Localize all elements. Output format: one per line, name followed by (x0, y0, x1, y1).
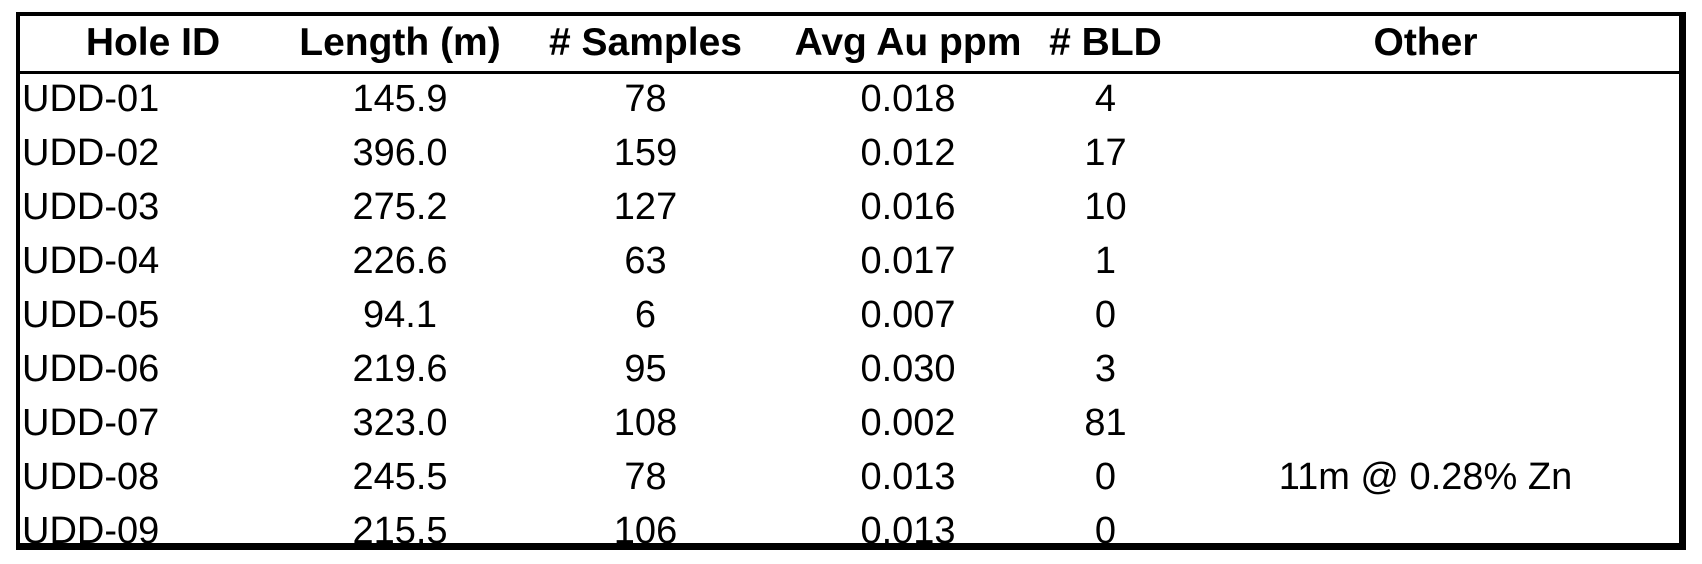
cell-avg-au: 0.013 (860, 509, 956, 552)
cell-bld: 81 (1084, 401, 1127, 444)
cell-other (1172, 396, 1679, 450)
table-row: UDD-01 145.9 78 0.018 4 (20, 72, 1679, 126)
cell-avg-au: 0.012 (860, 131, 956, 174)
table-row: UDD-09 215.5 106 0.013 0 (20, 504, 1679, 558)
cell-hole-id: UDD-06 (22, 347, 160, 390)
cell-avg-au: 0.013 (860, 455, 956, 498)
cell-length: 245.5 (352, 455, 448, 498)
cell-other: 11m @ 0.28% Zn (1278, 455, 1573, 498)
cell-bld: 17 (1084, 131, 1127, 174)
table-row: UDD-06 219.6 95 0.030 3 (20, 342, 1679, 396)
table-row: UDD-03 275.2 127 0.016 10 (20, 180, 1679, 234)
cell-other (1172, 126, 1679, 180)
cell-length: 275.2 (352, 185, 448, 228)
cell-hole-id: UDD-02 (22, 131, 160, 174)
cell-bld: 0 (1094, 509, 1117, 552)
cell-hole-id: UDD-01 (22, 78, 160, 121)
cell-bld: 1 (1094, 239, 1117, 282)
cell-hole-id: UDD-08 (22, 455, 160, 498)
cell-avg-au: 0.017 (860, 239, 956, 282)
cell-bld: 4 (1094, 78, 1117, 121)
cell-samples: 106 (613, 509, 678, 552)
cell-samples: 95 (624, 347, 667, 390)
cell-hole-id: UDD-04 (22, 239, 160, 282)
cell-bld: 0 (1094, 293, 1117, 336)
cell-length: 215.5 (352, 509, 448, 552)
cell-samples: 108 (613, 401, 678, 444)
header-samples: # Samples (514, 16, 777, 74)
header-other: Other (1172, 16, 1679, 74)
cell-bld: 3 (1094, 347, 1117, 390)
cell-samples: 63 (624, 239, 667, 282)
cell-samples: 78 (624, 78, 667, 121)
cell-bld: 0 (1094, 455, 1117, 498)
table-row: UDD-08 245.5 78 0.013 0 11m @ 0.28% Zn (20, 450, 1679, 504)
table-row: UDD-02 396.0 159 0.012 17 (20, 126, 1679, 180)
table-body: UDD-01 145.9 78 0.018 4 UDD-02 396.0 159… (20, 72, 1679, 558)
cell-samples: 6 (634, 293, 657, 336)
cell-avg-au: 0.002 (860, 401, 956, 444)
cell-length: 145.9 (352, 78, 448, 121)
header-length: Length (m) (286, 16, 514, 74)
drill-hole-table: Hole ID Length (m) # Samples Avg Au ppm … (20, 16, 1679, 558)
cell-other (1172, 342, 1679, 396)
cell-other (1172, 504, 1679, 558)
cell-avg-au: 0.007 (860, 293, 956, 336)
table-row: UDD-07 323.0 108 0.002 81 (20, 396, 1679, 450)
cell-length: 323.0 (352, 401, 448, 444)
header-hole-id: Hole ID (20, 16, 286, 74)
header-avg-au: Avg Au ppm (777, 16, 1039, 74)
cell-avg-au: 0.016 (860, 185, 956, 228)
table-row: UDD-05 94.1 6 0.007 0 (20, 288, 1679, 342)
cell-samples: 78 (624, 455, 667, 498)
cell-bld: 10 (1084, 185, 1127, 228)
cell-other (1172, 288, 1679, 342)
cell-avg-au: 0.030 (860, 347, 956, 390)
cell-hole-id: UDD-09 (22, 509, 160, 552)
cell-samples: 127 (613, 185, 678, 228)
cell-hole-id: UDD-03 (22, 185, 160, 228)
cell-samples: 159 (613, 131, 678, 174)
cell-hole-id: UDD-07 (22, 401, 160, 444)
cell-length: 94.1 (363, 293, 437, 336)
header-row: Hole ID Length (m) # Samples Avg Au ppm … (20, 16, 1679, 74)
table-header: Hole ID Length (m) # Samples Avg Au ppm … (20, 16, 1679, 74)
cell-length: 226.6 (352, 239, 448, 282)
drill-hole-table-frame: Hole ID Length (m) # Samples Avg Au ppm … (16, 12, 1686, 552)
cell-avg-au: 0.018 (860, 78, 956, 121)
cell-other (1172, 180, 1679, 234)
table-row: UDD-04 226.6 63 0.017 1 (20, 234, 1679, 288)
cell-other (1172, 72, 1679, 126)
cell-length: 219.6 (352, 347, 448, 390)
header-bld: # BLD (1039, 16, 1172, 74)
cell-other (1172, 234, 1679, 288)
cell-hole-id: UDD-05 (22, 293, 160, 336)
cell-length: 396.0 (352, 131, 448, 174)
